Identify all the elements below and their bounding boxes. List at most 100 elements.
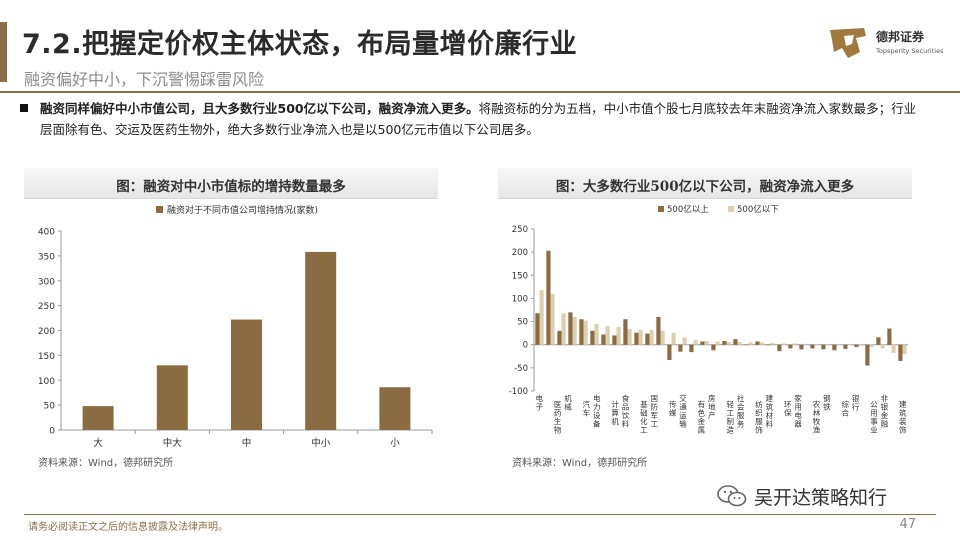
bar <box>561 313 566 345</box>
x-tick-label: 传媒 <box>669 399 677 418</box>
bar <box>792 343 797 345</box>
bar <box>799 344 804 350</box>
bar <box>231 319 262 430</box>
bar <box>843 344 848 349</box>
page-subtitle: 融资偏好中小，下沉警惕踩雷风险 <box>24 70 265 89</box>
bar <box>594 323 599 345</box>
bar <box>876 337 881 345</box>
x-tick-label: 大 <box>93 437 103 449</box>
x-tick-label: 社会服务 <box>737 393 745 429</box>
x-tick-label: 汽车 <box>583 399 591 418</box>
footer-divider <box>24 514 936 515</box>
bar <box>880 344 885 349</box>
right-chart-title-box: 图：大多数行业500亿以下公司，融资净流入更多 <box>498 168 912 199</box>
bar <box>814 343 819 345</box>
bar <box>902 344 907 354</box>
y-tick-label: 0 <box>49 427 55 437</box>
x-tick-label: 非银金融 <box>881 393 889 429</box>
x-tick-label: 电子 <box>535 393 543 412</box>
chart-background <box>500 202 908 453</box>
bar <box>832 344 837 351</box>
bar <box>693 340 698 345</box>
bar <box>550 293 555 345</box>
company-logo: 德邦证券 Topsperity Securities <box>826 22 946 66</box>
bar <box>671 332 676 345</box>
x-tick-label: 农林牧渔 <box>813 399 821 435</box>
bar <box>887 328 892 345</box>
y-tick-label: 100 <box>512 294 528 304</box>
bar <box>616 327 621 345</box>
left-chart-panel: 图：融资对中小市值标的增持数量最多 融资对于不同市值公司增持情况(家数) 0 50 1… <box>24 168 438 473</box>
bar <box>748 342 753 345</box>
bullet-square-icon <box>20 104 28 112</box>
bar <box>645 333 650 345</box>
y-tick-label: 200 <box>38 327 55 337</box>
y-tick-label: 50 <box>44 402 56 412</box>
x-tick-label: 环保 <box>784 400 792 418</box>
bar <box>535 313 540 345</box>
right-chart-title: 图：大多数行业500亿以下公司，融资净流入更多 <box>555 179 855 195</box>
page-title: 7.2.把握定价权主体状态，布局量增价廉行业 <box>22 29 578 60</box>
bar <box>726 341 731 345</box>
y-tick-label: 300 <box>38 277 55 287</box>
y-tick-label: 50 <box>517 318 528 328</box>
x-tick-label: 医药生物 <box>554 400 562 435</box>
logo-mark-icon <box>826 24 870 60</box>
bar <box>744 344 749 346</box>
x-tick-label: 交通运输 <box>679 393 687 429</box>
bar <box>305 251 337 430</box>
page-number: 47 <box>899 517 916 532</box>
bar <box>766 344 771 346</box>
x-tick-label: 小 <box>390 438 400 449</box>
bar <box>539 290 544 345</box>
bar <box>546 250 551 345</box>
bar <box>854 344 859 348</box>
x-tick-label: 钢铁 <box>823 393 831 412</box>
footer-disclaimer: 请务必阅读正文之后的信息披露及法律声明。 <box>28 522 228 533</box>
bar <box>755 341 760 345</box>
x-tick-label: 建筑装饰 <box>899 399 907 435</box>
y-tick-label: 150 <box>38 352 55 362</box>
y-tick-label: 150 <box>512 271 528 281</box>
y-tick-label: 400 <box>38 228 55 238</box>
bar <box>788 344 793 349</box>
x-tick-label: 中大 <box>163 437 183 449</box>
bar <box>704 341 709 345</box>
bar <box>711 344 716 351</box>
wechat-account-name: 吴开达策略知行 <box>754 487 888 509</box>
bar <box>638 329 643 345</box>
y-tick-label: 250 <box>512 225 528 235</box>
y-tick-label: 250 <box>38 302 55 312</box>
bar <box>865 344 870 366</box>
x-tick-label: 轻工制造 <box>726 399 734 435</box>
bar <box>682 337 687 345</box>
legend-swatch <box>156 206 163 213</box>
bar <box>898 344 903 361</box>
bar <box>700 341 705 345</box>
bar <box>836 344 841 345</box>
bar <box>605 326 610 345</box>
bar <box>156 365 188 430</box>
bar <box>627 328 632 345</box>
x-tick-label: 综合 <box>842 399 850 418</box>
bar <box>759 342 764 345</box>
bar <box>590 330 595 345</box>
bar <box>891 344 896 354</box>
x-tick-label: 家用电器 <box>794 393 802 429</box>
left-chart-source: 资料来源：Wind，德邦研究所 <box>38 458 174 469</box>
bar <box>660 330 665 345</box>
bar <box>667 344 672 360</box>
bar <box>737 341 742 345</box>
bar <box>847 344 852 346</box>
bar <box>82 406 114 430</box>
y-tick-label: 100 <box>38 377 55 387</box>
y-tick-label: -50 <box>514 364 528 374</box>
x-tick-label: 计算机 <box>611 399 619 426</box>
bar <box>568 312 573 345</box>
bar <box>803 343 808 345</box>
x-tick-label: 纺织服饰 <box>755 399 763 435</box>
legend-swatch-small <box>728 206 734 212</box>
x-tick-label: 中 <box>242 437 252 449</box>
bar <box>810 344 815 349</box>
bar <box>781 343 786 345</box>
